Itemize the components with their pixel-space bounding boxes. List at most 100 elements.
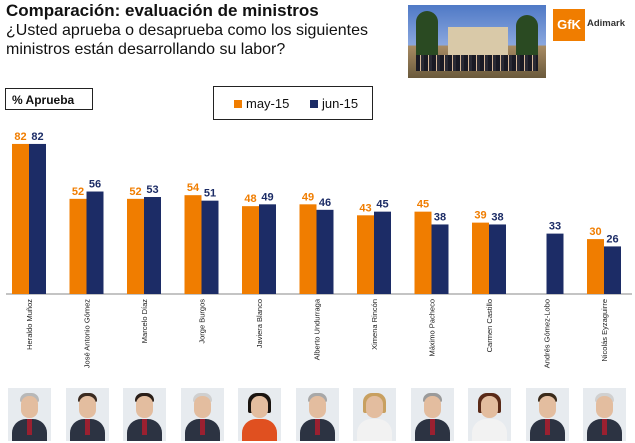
data-label-may-15-5: 48 bbox=[244, 193, 256, 205]
portrait-head bbox=[481, 396, 498, 418]
portrait-head bbox=[308, 396, 326, 418]
data-label-jun-15-6: 46 bbox=[319, 197, 331, 209]
portrait-head bbox=[538, 396, 556, 418]
bar-jun-15-6 bbox=[316, 209, 334, 294]
data-label-may-15-7: 43 bbox=[359, 202, 371, 214]
bar-jun-15-2 bbox=[86, 191, 104, 294]
portrait-10 bbox=[525, 388, 569, 441]
survey-question: ¿Usted aprueba o desaprueba como los sig… bbox=[6, 22, 368, 58]
portrait-tie bbox=[544, 419, 550, 435]
chart-legend: may-15 jun-15 bbox=[213, 86, 373, 120]
data-label-may-15-6: 49 bbox=[302, 191, 314, 203]
category-label-2: José Antonio Gómez bbox=[83, 299, 92, 368]
portrait-head bbox=[251, 396, 268, 418]
data-label-jun-15-7: 45 bbox=[376, 199, 388, 211]
portrait-6 bbox=[295, 388, 339, 441]
data-label-jun-15-9: 38 bbox=[491, 211, 503, 223]
data-label-jun-15-8: 38 bbox=[434, 211, 446, 223]
bar-may-15-7 bbox=[357, 215, 374, 294]
data-label-jun-15-5: 49 bbox=[261, 191, 273, 203]
minister-portraits bbox=[0, 385, 635, 441]
portrait-1 bbox=[8, 388, 51, 441]
bar-jun-15-10 bbox=[546, 233, 564, 294]
data-label-jun-15-11: 26 bbox=[606, 233, 618, 245]
bar-jun-15-3 bbox=[144, 197, 161, 294]
bar-may-15-9 bbox=[472, 222, 489, 294]
data-label-may-15-11: 30 bbox=[589, 226, 601, 238]
percent-approve-label: % Aprueba bbox=[5, 88, 93, 110]
bar-may-15-11 bbox=[587, 239, 604, 294]
portrait-tie bbox=[142, 419, 147, 435]
legend-item-may: may-15 bbox=[234, 97, 289, 111]
category-label-10: Andrés Gómez-Lobo bbox=[543, 299, 552, 368]
bar-jun-15-5 bbox=[259, 204, 276, 294]
data-label-may-15-9: 39 bbox=[474, 210, 486, 222]
gfk-logo-mark: GfK bbox=[553, 9, 585, 41]
bar-jun-15-4 bbox=[201, 200, 219, 294]
data-label-may-15-4: 54 bbox=[187, 182, 200, 194]
data-label-may-15-8: 45 bbox=[417, 199, 429, 211]
bar-jun-15-7 bbox=[374, 211, 391, 294]
bar-may-15-2 bbox=[69, 198, 87, 294]
category-label-11: Nicolás Eyzaguirre bbox=[600, 299, 609, 362]
portrait-11 bbox=[583, 388, 626, 441]
bar-may-15-3 bbox=[127, 198, 144, 294]
portrait-tie bbox=[27, 419, 32, 435]
portrait-head bbox=[136, 396, 153, 418]
bar-jun-15-9 bbox=[489, 224, 506, 294]
category-label-4: Jorge Burgos bbox=[198, 299, 207, 344]
bar-may-15-8 bbox=[414, 211, 432, 294]
legend-label-may: may-15 bbox=[246, 96, 290, 111]
legend-swatch-jun bbox=[310, 100, 318, 108]
portrait-5 bbox=[238, 388, 281, 441]
portrait-8 bbox=[410, 388, 454, 441]
portrait-2 bbox=[65, 388, 109, 441]
data-label-may-15-1: 82 bbox=[14, 131, 26, 143]
portrait-tie bbox=[84, 419, 90, 435]
category-label-8: Máximo Pacheco bbox=[428, 299, 437, 357]
data-label-jun-15-4: 51 bbox=[204, 188, 216, 200]
cabinet-photo bbox=[408, 5, 546, 78]
adimark-logo-text: Adimark bbox=[587, 18, 626, 29]
portrait-tie bbox=[429, 419, 435, 435]
bar-jun-15-1 bbox=[29, 143, 46, 294]
portrait-4 bbox=[180, 388, 224, 441]
chart-title: Comparación: evaluación de ministros bbox=[6, 1, 319, 20]
portrait-clothing bbox=[357, 419, 392, 441]
category-label-6: Alberto Undurraga bbox=[313, 298, 322, 360]
data-label-jun-15-2: 56 bbox=[89, 179, 101, 191]
bar-may-15-5 bbox=[242, 206, 259, 294]
legend-label-jun: jun-15 bbox=[322, 96, 359, 111]
category-label-9: Carmen Castillo bbox=[485, 299, 494, 352]
legend-item-jun: jun-15 bbox=[310, 97, 358, 111]
data-label-jun-15-1: 82 bbox=[31, 131, 43, 143]
category-label-3: Marcelo Díaz bbox=[140, 299, 149, 343]
bar-jun-15-11 bbox=[604, 246, 621, 294]
portrait-head bbox=[596, 396, 613, 418]
bar-jun-15-8 bbox=[431, 224, 449, 294]
data-label-jun-15-10: 33 bbox=[549, 221, 561, 233]
category-label-7: Ximena Rincón bbox=[370, 299, 379, 350]
legend-swatch-may bbox=[234, 100, 242, 108]
portrait-3 bbox=[123, 388, 166, 441]
data-label-may-15-3: 52 bbox=[129, 186, 141, 198]
portrait-clothing bbox=[242, 419, 277, 441]
approval-bar-chart: 82 82 Heraldo Muñoz 52 56 José Antonio Gómez 5… bbox=[6, 131, 632, 368]
bar-may-15-1 bbox=[12, 143, 29, 294]
portrait-9 bbox=[468, 388, 511, 441]
category-label-5: Javiera Blanco bbox=[255, 299, 264, 348]
portrait-head bbox=[423, 396, 441, 418]
portrait-clothing bbox=[472, 419, 507, 441]
bar-may-15-6 bbox=[299, 204, 317, 294]
gfk-adimark-logo: GfK Adimark bbox=[553, 9, 633, 41]
portrait-7 bbox=[353, 388, 396, 441]
portrait-head bbox=[21, 396, 38, 418]
portrait-head bbox=[193, 396, 211, 418]
portrait-tie bbox=[314, 419, 320, 435]
portrait-tie bbox=[602, 419, 607, 435]
portrait-head bbox=[366, 396, 383, 418]
bar-may-15-4 bbox=[184, 195, 202, 294]
category-label-1: Heraldo Muñoz bbox=[25, 299, 34, 350]
data-label-jun-15-3: 53 bbox=[146, 184, 158, 196]
portrait-tie bbox=[199, 419, 205, 435]
